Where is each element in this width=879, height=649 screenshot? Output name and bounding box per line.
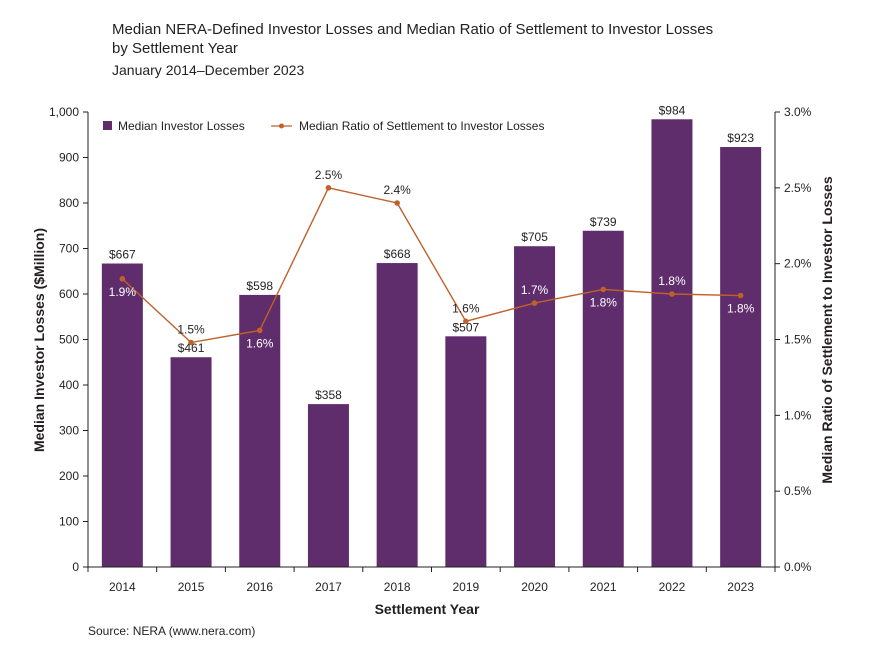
y2-tick-label: 3.0% (784, 105, 812, 119)
bar (170, 357, 212, 567)
ratio-value-label: 1.7% (521, 283, 549, 297)
y-axis-label: Median Investor Losses ($Million) (31, 228, 47, 452)
ratio-point (325, 185, 332, 191)
y2-tick-label: 2.5% (784, 181, 812, 195)
bar-value-label: $923 (727, 131, 754, 145)
bar (651, 119, 693, 567)
bar-value-label: $705 (521, 230, 548, 244)
chart-subtitle: January 2014–December 2023 (112, 62, 305, 78)
left-axis-ticks: 0 100 200 300 400 500 600 700 800 900 1,000 (49, 105, 88, 574)
x-tick-label: 2017 (315, 580, 342, 594)
ratio-point (119, 276, 126, 282)
line-series: 1.9% 1.5% 1.6% 2.5% 2.4% 1.6% 1.7% 1.8% 1.8% 1.8% (109, 168, 755, 351)
legend-line-label: Median Ratio of Settlement to Investor L… (299, 119, 544, 133)
y-tick-label: 1,000 (49, 105, 79, 119)
bar-value-label: $358 (315, 388, 342, 402)
y2-tick-label: 0.5% (784, 484, 812, 498)
x-tick-label: 2020 (521, 580, 548, 594)
x-tick-label: 2021 (590, 580, 617, 594)
y-tick-label: 800 (59, 196, 79, 210)
bar (720, 147, 762, 567)
bar (307, 404, 349, 567)
x-tick-label: 2019 (452, 580, 479, 594)
x-axis-ticks: 2014 2015 2016 2017 2018 2019 2020 2021 2022 2023 (87, 567, 776, 594)
y-tick-label: 0 (72, 560, 79, 574)
x-tick-label: 2015 (178, 580, 205, 594)
ratio-point (531, 300, 538, 306)
bar-value-label: $461 (178, 341, 205, 355)
ratio-value-label: 1.9% (109, 285, 137, 299)
y-tick-label: 100 (59, 515, 79, 529)
ratio-point (188, 339, 194, 346)
x-tick-label: 2023 (727, 580, 754, 594)
y-tick-label: 400 (59, 378, 79, 392)
ratio-value-label: 1.8% (658, 274, 686, 288)
y-tick-label: 500 (59, 333, 79, 347)
x-tick-label: 2022 (659, 580, 686, 594)
y2-tick-label: 2.0% (784, 257, 812, 271)
x-tick-label: 2016 (246, 580, 273, 594)
bar (582, 230, 624, 567)
ratio-point (669, 291, 675, 297)
legend: Median Investor Losses Median Ratio of S… (103, 119, 544, 133)
bar (101, 263, 143, 567)
chart-title-line1: Median NERA-Defined Investor Losses and … (112, 21, 714, 38)
ratio-value-label: 1.6% (246, 336, 274, 350)
legend-bar-swatch (103, 121, 112, 130)
legend-bar-label: Median Investor Losses (118, 119, 245, 133)
x-tick-label: 2014 (109, 580, 136, 594)
ratio-value-label: 2.4% (383, 183, 411, 197)
bar-value-label: $507 (452, 320, 479, 334)
bar-value-label: $984 (659, 103, 686, 117)
chart-title: Median NERA-Defined Investor Losses and … (112, 20, 713, 58)
bar-value-label: $739 (590, 215, 617, 229)
bar (239, 294, 281, 567)
x-tick-label: 2018 (384, 580, 411, 594)
bar (376, 263, 418, 567)
y-tick-label: 200 (59, 469, 79, 483)
axes (87, 112, 776, 568)
y2-tick-label: 1.5% (784, 333, 812, 347)
ratio-value-label: 2.5% (315, 168, 343, 182)
y-tick-label: 300 (59, 424, 79, 438)
bar-data-labels: $667 $461 $598 $358 $668 $507 $705 $739 $984 $923 (109, 103, 754, 402)
bar-series (101, 119, 762, 567)
ratio-value-label: 1.8% (727, 302, 755, 316)
bar (445, 336, 487, 567)
bar-value-label: $668 (384, 247, 411, 261)
source-note: Source: NERA (www.nera.com) (88, 624, 256, 638)
right-axis-ticks: 0.0% 0.5% 1.0% 1.5% 2.0% 2.5% 3.0% (775, 105, 812, 574)
chart-title-line2: by Settlement Year (112, 40, 238, 57)
bar-value-label: $598 (246, 279, 273, 293)
ratio-point (737, 292, 744, 299)
ratio-value-label: 1.5% (177, 323, 205, 337)
y2-tick-label: 1.0% (784, 408, 812, 422)
y2-tick-label: 0.0% (784, 560, 812, 574)
y-tick-label: 900 (59, 151, 79, 165)
ratio-line (121, 187, 741, 344)
x-axis-label: Settlement Year (375, 601, 480, 617)
ratio-point (256, 327, 263, 334)
legend-line-marker (279, 123, 284, 129)
ratio-point (463, 318, 469, 325)
ratio-point (600, 286, 607, 293)
y2-axis-label: Median Ratio of Settlement to Investor L… (819, 176, 835, 483)
ratio-point (394, 200, 400, 206)
ratio-value-label: 1.8% (590, 295, 618, 309)
ratio-value-label: 1.6% (452, 301, 480, 315)
y-tick-label: 600 (59, 287, 79, 301)
bar-value-label: $667 (109, 248, 136, 262)
y-tick-label: 700 (59, 242, 79, 256)
